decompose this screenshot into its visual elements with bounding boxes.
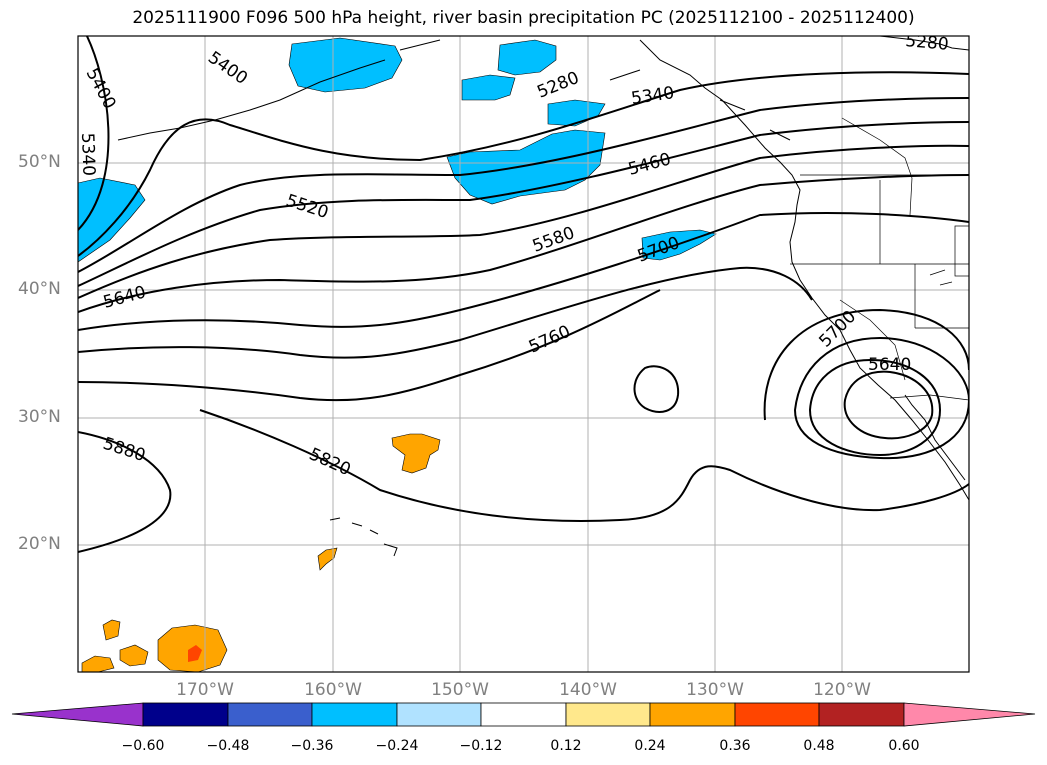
contour-label: 5580 xyxy=(530,223,577,257)
lon-label: 170°W xyxy=(176,680,234,700)
contour-label: 5520 xyxy=(283,191,330,223)
alaska-islands xyxy=(399,39,791,141)
map-title: 2025111900 F096 500 hPa height, river ba… xyxy=(132,8,915,28)
colorbar-over-arrow xyxy=(903,702,1036,727)
precip-patch-west xyxy=(78,177,146,263)
colorbar xyxy=(11,702,1036,727)
precip-patch-gulf-alaska xyxy=(288,37,403,93)
north-america-coast xyxy=(639,36,969,501)
colorbar-bin xyxy=(480,702,567,727)
lat-label: 30°N xyxy=(18,407,61,427)
map-frame xyxy=(77,35,970,673)
colorbar-bin xyxy=(565,702,651,727)
graticule xyxy=(78,36,969,672)
colorbar-bin xyxy=(734,702,820,727)
contour-label: 5400 xyxy=(204,48,251,89)
contour-label: 5880 xyxy=(100,434,147,466)
colorbar-tick-label: 0.12 xyxy=(550,738,582,754)
colorbar-tick-label: −0.24 xyxy=(375,738,419,754)
colorbar-tick-label: 0.24 xyxy=(634,738,666,754)
lon-label: 140°W xyxy=(559,680,617,700)
contour-label: 5280 xyxy=(534,68,582,103)
lat-label: 40°N xyxy=(18,279,61,299)
precip-patch-north-2 xyxy=(461,74,516,101)
colorbar-tick-label: −0.60 xyxy=(121,738,165,754)
contour-label: 5460 xyxy=(626,149,673,180)
contour-label: 5760 xyxy=(526,322,574,358)
colorbar-bin xyxy=(142,702,229,727)
contour-label: 5820 xyxy=(306,444,354,480)
contour-label: 5400 xyxy=(82,65,120,113)
precip-patch-sw-2 xyxy=(119,644,149,667)
precip-patch-north-1 xyxy=(497,39,557,76)
contour-label: 5280 xyxy=(905,31,950,55)
coastlines xyxy=(117,36,969,557)
lon-label: 150°W xyxy=(431,680,489,700)
colorbar-under-arrow xyxy=(11,702,144,727)
colorbar-bin xyxy=(396,702,482,727)
precip-patch-sw-3 xyxy=(81,655,115,672)
colorbar-tick-label: −0.48 xyxy=(206,738,250,754)
aleutians xyxy=(117,59,386,141)
precip-core-red xyxy=(188,645,202,662)
baja-coast xyxy=(904,394,966,481)
precip-patch-hawaii-north xyxy=(391,433,441,474)
colorbar-tick-label: −0.36 xyxy=(290,738,334,754)
colorbar-bin xyxy=(818,702,905,727)
positive-precip-areas xyxy=(81,433,441,672)
hawaii-islands xyxy=(329,517,398,557)
lon-label: 160°W xyxy=(304,680,362,700)
contour-label: 5340 xyxy=(77,132,98,176)
colorbar-bin xyxy=(311,702,398,727)
contour-label: 5640 xyxy=(101,282,148,313)
precip-patch-sw-4 xyxy=(102,619,121,641)
colorbar-bin xyxy=(227,702,313,727)
lon-label: 130°W xyxy=(686,680,744,700)
colorbar-tick-label: −0.12 xyxy=(459,738,503,754)
lon-label: 120°W xyxy=(813,680,871,700)
contour-label: 5700 xyxy=(815,307,860,352)
colorbar-tick-label: 0.36 xyxy=(719,738,751,754)
precip-patch-central xyxy=(446,129,606,205)
contour-label: 5340 xyxy=(630,83,676,109)
height-contours xyxy=(78,36,969,553)
lat-label: 50°N xyxy=(18,152,61,172)
lat-label: 20°N xyxy=(18,534,61,554)
map-area: 5400 5340 5400 5280 5340 5280 5460 5520 … xyxy=(77,31,969,672)
colorbar-tick-label: 0.48 xyxy=(803,738,835,754)
colorbar-bin xyxy=(649,702,736,727)
precip-patch-hawaii xyxy=(317,547,338,571)
colorbar-tick-label: 0.60 xyxy=(888,738,920,754)
contour-label: 5640 xyxy=(868,355,911,375)
